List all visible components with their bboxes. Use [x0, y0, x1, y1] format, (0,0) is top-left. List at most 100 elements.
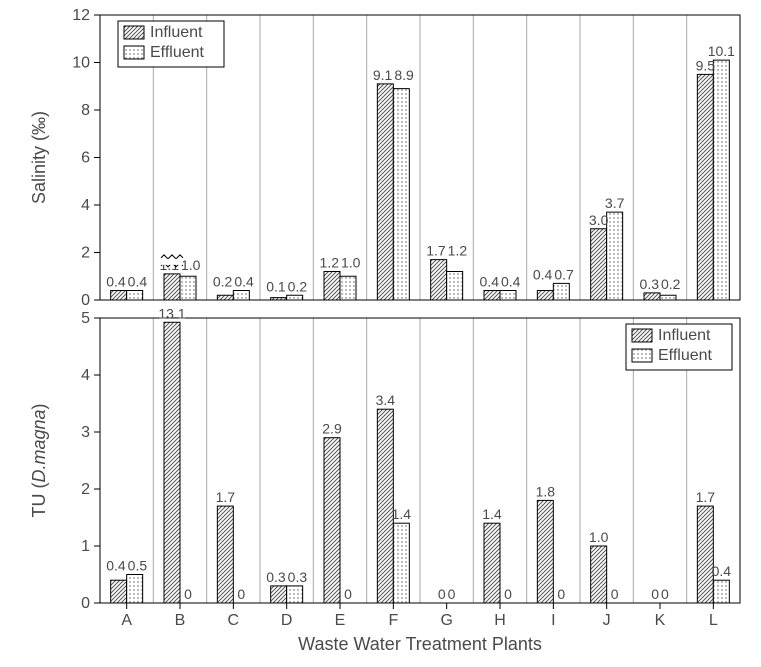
bar-value-influent: 13.1 [158, 305, 185, 321]
bar-value-effluent: 0.2 [288, 278, 308, 294]
y-axis-title: Salinity (‰) [29, 111, 49, 204]
legend: InfluentEffluent [626, 324, 732, 370]
bar-value-effluent: 0.4 [128, 274, 148, 290]
xtick-label: H [494, 612, 506, 629]
bar-influent [697, 74, 713, 300]
bar-value-effluent: 0.3 [288, 569, 308, 585]
bar-value-influent: 1.7 [426, 243, 446, 259]
bar-value-influent: 3.0 [589, 212, 609, 228]
bar-value-influent: 0.2 [213, 274, 233, 290]
bar-value-influent: 0.4 [106, 274, 126, 290]
bar-effluent [180, 276, 196, 300]
bar-influent [164, 322, 180, 603]
bar-value-influent: 0.3 [640, 276, 660, 292]
bar-value-effluent: 0 [661, 586, 669, 602]
bar-value-effluent: 0.4 [712, 563, 732, 579]
bar-value-influent: 3.4 [376, 392, 396, 408]
bar-effluent [393, 89, 409, 300]
bar-value-influent: 0 [651, 586, 659, 602]
bar-value-influent: 9.1 [373, 67, 393, 83]
legend-label: Effluent [658, 347, 713, 364]
bar-influent [537, 291, 553, 301]
bar-value-influent: 0.4 [533, 266, 553, 282]
bar-value-influent: 2.9 [322, 421, 342, 437]
x-axis-title: Waste Water Treatment Plants [298, 634, 542, 654]
legend-swatch-effluent [632, 349, 652, 362]
bar-influent [484, 523, 500, 603]
bar-effluent [393, 523, 409, 603]
bar-influent [111, 580, 127, 603]
bar-value-effluent: 1.0 [181, 257, 201, 273]
ytick-label: 4 [81, 197, 90, 214]
axis-break-gap [161, 259, 183, 265]
legend-label: Influent [150, 24, 203, 41]
bar-value-effluent: 1.0 [341, 255, 361, 271]
bar-influent [537, 500, 553, 603]
y-axis-title: TU (D.magna) [29, 403, 49, 517]
bar-value-effluent: 0.5 [128, 558, 148, 574]
ytick-label: 10 [72, 55, 90, 72]
bar-effluent [233, 291, 249, 301]
bar-influent [324, 272, 340, 301]
bar-value-influent: 1.0 [589, 529, 609, 545]
bar-influent [697, 506, 713, 603]
bar-value-effluent: 0 [448, 586, 456, 602]
bar-value-influent: 0.1 [266, 278, 286, 294]
ytick-label: 0 [81, 595, 90, 612]
xtick-label: A [121, 612, 132, 629]
xtick-label: L [709, 612, 718, 629]
ytick-label: 1 [81, 538, 90, 555]
bar-value-effluent: 0 [184, 586, 192, 602]
bar-influent [591, 229, 607, 300]
bar-value-influent: 0.4 [106, 558, 126, 574]
bar-effluent [607, 212, 623, 300]
bar-value-effluent: 0 [611, 586, 619, 602]
bar-value-effluent: 0.7 [554, 266, 574, 282]
xtick-label: E [335, 612, 346, 629]
bar-effluent [447, 272, 463, 301]
xtick-label: C [228, 612, 240, 629]
bar-value-effluent: 1.2 [448, 243, 468, 259]
bar-effluent [713, 580, 729, 603]
ytick-label: 3 [81, 424, 90, 441]
xtick-label: F [388, 612, 398, 629]
ytick-label: 8 [81, 102, 90, 119]
bar-influent [164, 274, 180, 300]
ytick-label: 2 [81, 245, 90, 262]
bar-influent [111, 291, 127, 301]
xtick-label: G [440, 612, 452, 629]
ytick-label: 6 [81, 150, 90, 167]
bar-influent [217, 295, 233, 300]
bar-effluent [287, 295, 303, 300]
xtick-label: B [175, 612, 186, 629]
legend-swatch-influent [632, 329, 652, 342]
bar-effluent [500, 291, 516, 301]
bar-influent [217, 506, 233, 603]
xtick-label: J [603, 612, 611, 629]
bar-value-effluent: 8.9 [394, 67, 414, 83]
bar-influent [591, 546, 607, 603]
bar-value-effluent: 0 [344, 586, 352, 602]
bar-influent [644, 293, 660, 300]
bar-value-effluent: 0.4 [234, 274, 254, 290]
bar-value-influent: 1.2 [320, 255, 340, 271]
xtick-label: K [655, 612, 666, 629]
bar-influent [484, 291, 500, 301]
bar-value-influent: 1.7 [216, 489, 236, 505]
bar-value-influent: 0.4 [480, 274, 500, 290]
legend: InfluentEffluent [118, 21, 224, 67]
bar-effluent [660, 295, 676, 300]
ytick-label: 2 [81, 481, 90, 498]
bar-effluent [713, 60, 729, 300]
bar-influent [271, 298, 287, 300]
bar-effluent [553, 283, 569, 300]
bar-value-effluent: 0.4 [501, 274, 521, 290]
bar-effluent [340, 276, 356, 300]
legend-swatch-influent [124, 26, 144, 39]
bar-value-influent: 0 [438, 586, 446, 602]
bar-influent [377, 84, 393, 300]
bar-effluent [127, 291, 143, 301]
bar-value-effluent: 0 [504, 586, 512, 602]
bar-value-effluent: 3.7 [605, 195, 625, 211]
bar-value-effluent: 0 [237, 586, 245, 602]
